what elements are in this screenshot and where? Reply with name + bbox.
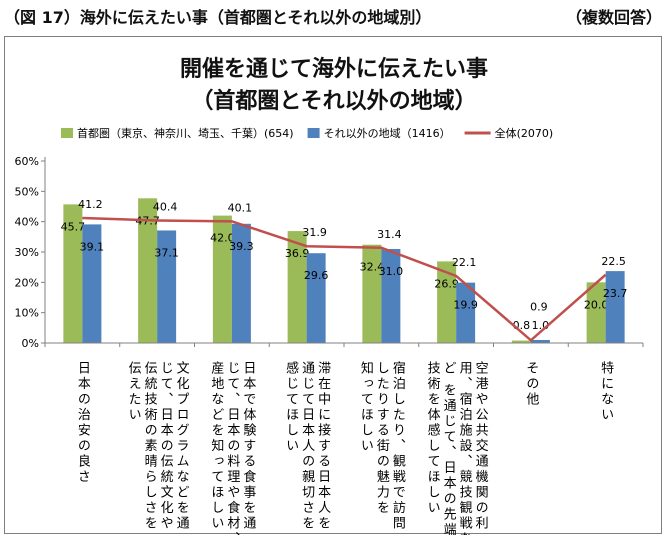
bar-1-4 (381, 248, 401, 343)
category-label-7-0: 特にない (598, 361, 614, 423)
legend-swatch-0 (61, 128, 73, 138)
bar-0-0 (63, 204, 83, 343)
bar-label-0-0: 45.7 (61, 220, 86, 233)
line-label-0-3: 31.9 (302, 226, 327, 239)
y-tick-label-5: 50% (15, 185, 39, 198)
category-label-1-2: 伝統技術の素晴らしさを (142, 361, 158, 532)
bar-0-1 (138, 198, 158, 343)
line-label-0-5: 22.1 (452, 256, 477, 269)
bar-label-1-0: 39.1 (80, 240, 105, 253)
category-label-5-2: ど を通じて、日本の先端 (441, 361, 457, 535)
bar-1-6 (530, 339, 550, 343)
chart-title-line-2: （首都圏とそれ以外の地域） (191, 89, 477, 114)
bar-label-0-7: 20.0 (584, 298, 609, 311)
bar-1-0 (82, 224, 102, 343)
category-label-4-0: 宿泊したり、観戦で訪問 (390, 360, 406, 531)
category-label-3-2: 感じてほしい (283, 360, 299, 454)
category-label-5-1: 用、宿泊施設、競技観戦な (457, 361, 473, 535)
category-label-6-0: その他 (523, 361, 539, 408)
bar-0-3 (287, 231, 307, 343)
category-label-1-0: 文化プログラムなどを通 (174, 361, 190, 532)
y-tick-label-3: 30% (15, 246, 39, 259)
y-tick-label-0: 0% (22, 337, 39, 350)
bar-1-2 (231, 223, 251, 343)
category-label-5-0: 空港や公共交通機関の利 (473, 361, 489, 532)
bar-0-5 (437, 261, 457, 343)
bar-label-0-4: 32.4 (360, 261, 385, 274)
category-label-2-1: じて、日本の料理や食材、 (224, 361, 240, 535)
line-label-0-7: 22.5 (601, 255, 626, 268)
category-label-2-2: 産地などを知ってほしい (208, 360, 224, 531)
figure-title: （図 17）海外に伝えたい事（首都圏とそれ以外の地域別） (4, 8, 432, 27)
bar-label-1-3: 29.6 (304, 269, 329, 282)
y-tick-label-4: 40% (15, 216, 39, 229)
chart-plot: 首都圏（東京、神奈川、埼玉、千葉）(654) それ以外の地域（1416） 全体(20… (15, 126, 644, 535)
bar-label-1-2: 39.3 (229, 240, 254, 253)
line-label-0-1: 40.4 (153, 200, 178, 213)
bar-label-0-3: 36.9 (285, 247, 310, 260)
category-label-1-1: じて、日本の伝統文化や (158, 361, 174, 532)
legend-label-2: 全体(2070) (495, 126, 554, 140)
legend-swatch-1 (307, 128, 320, 138)
bar-0-2 (212, 215, 232, 343)
bar-label-1-4: 31.0 (379, 265, 404, 278)
bar-label-1-1: 37.1 (154, 246, 179, 259)
bar-label-0-2: 42.0 (210, 232, 235, 245)
bar-0-4 (362, 244, 382, 343)
category-label-3-1: 通じて日本人の親切さを (299, 361, 315, 532)
bar-label-0-5: 26.9 (434, 277, 459, 290)
line-label-0-6: 0.9 (530, 300, 548, 313)
bar-1-1 (157, 230, 177, 343)
legend-label-1: それ以外の地域（1416） (324, 127, 451, 140)
bar-0-6 (511, 340, 531, 343)
category-label-2-0: 日本で体験する食事を通 (240, 361, 256, 532)
y-tick-label-1: 10% (15, 307, 39, 320)
line-label-0-4: 31.4 (377, 228, 402, 241)
figure-header: （図 17）海外に伝えたい事（首都圏とそれ以外の地域別） （複数回答） (0, 0, 670, 30)
bar-1-7 (605, 271, 625, 343)
category-label-3-0: 滞在中に接する日本人を (315, 361, 331, 532)
figure-note: （複数回答） (565, 8, 662, 27)
bar-label-1-5: 19.9 (453, 299, 478, 312)
bar-1-3 (306, 253, 326, 343)
category-label-4-1: したりする街の魅力を (374, 361, 390, 516)
bar-1-5 (456, 282, 476, 343)
category-label-5-3: 技術を体感してほしい (425, 361, 441, 516)
bar-0-7 (586, 282, 606, 343)
legend-label-0: 首都圏（東京、神奈川、埼玉、千葉）(654) (77, 126, 294, 140)
line-label-0-0: 41.2 (78, 198, 103, 211)
y-tick-label-2: 20% (15, 276, 39, 289)
category-label-4-2: 知ってほしい (358, 360, 374, 454)
y-tick-label-6: 60% (15, 155, 39, 168)
line-label-0-2: 40.1 (228, 201, 253, 214)
bar-label-1-7: 23.7 (603, 287, 628, 300)
category-label-0-0: 日本の治安の良さ (75, 361, 91, 485)
line-series-0 (82, 216, 607, 342)
chart-title-line-1: 開催を通じて海外に伝えたい事 (179, 57, 488, 82)
category-label-1-3: 伝えたい (126, 361, 142, 423)
chart-frame: 開催を通じて海外に伝えたい事 （首都圏とそれ以外の地域） 首都圏（東京、神奈川、… (4, 36, 662, 535)
